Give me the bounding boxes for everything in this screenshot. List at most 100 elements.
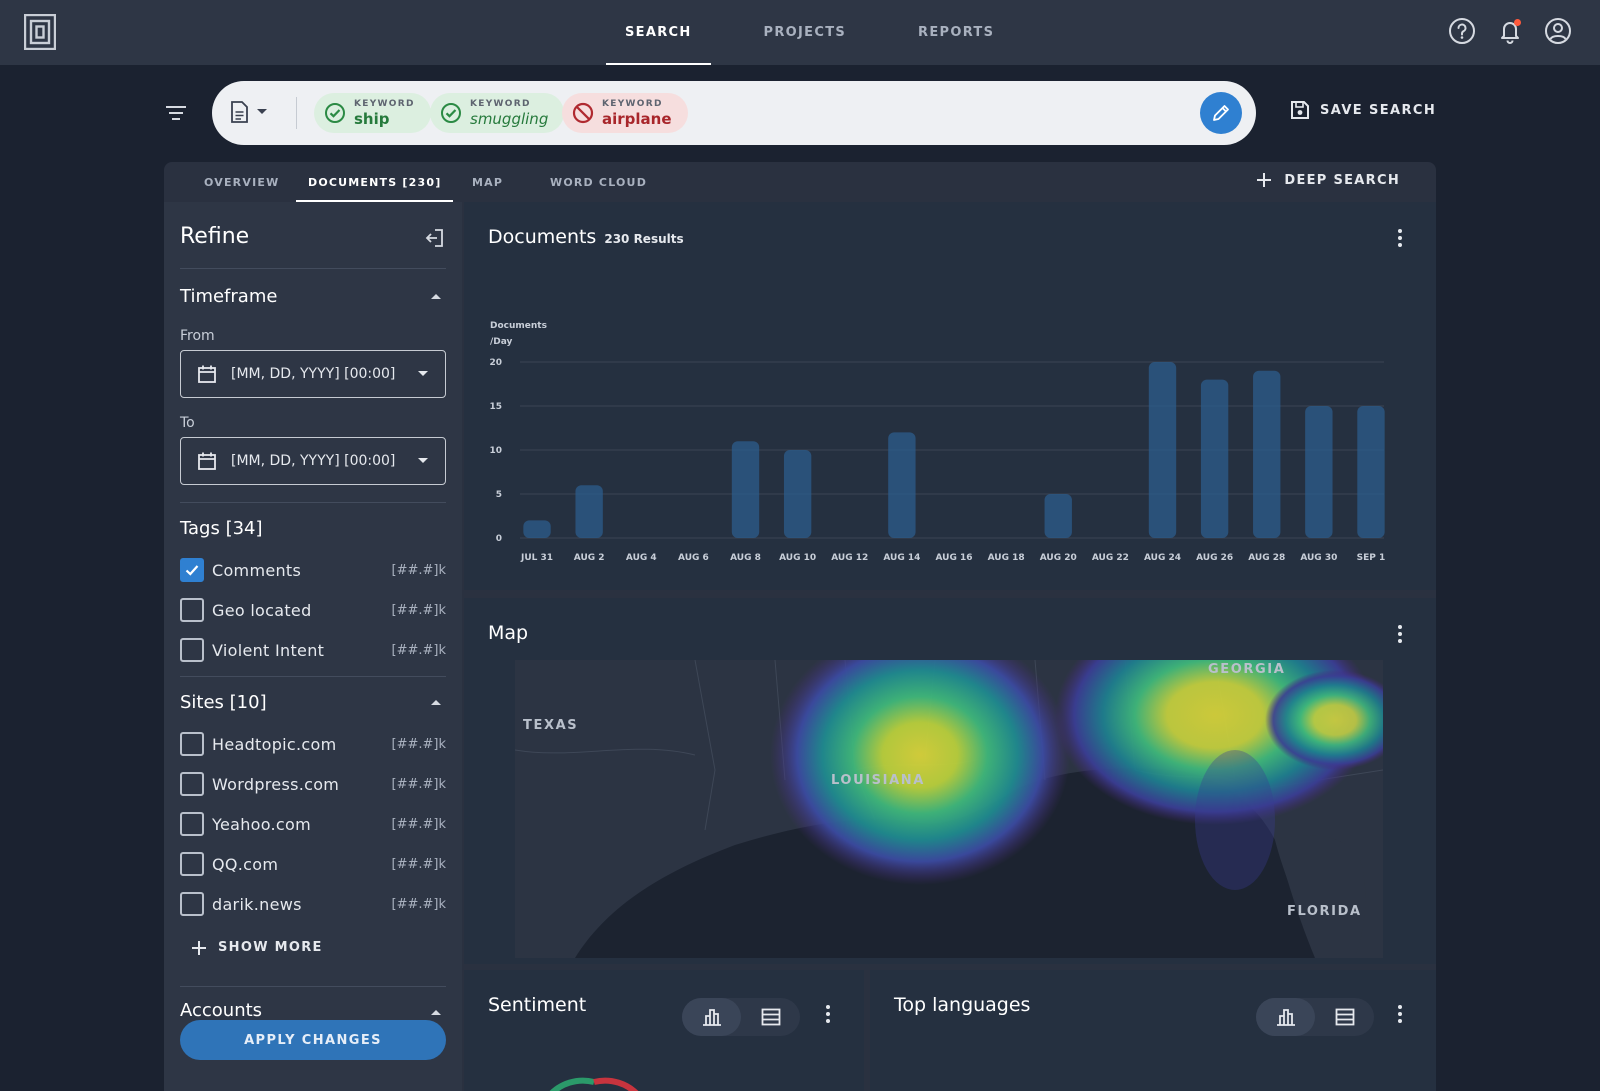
save-search-button[interactable]: SAVE SEARCH xyxy=(1290,100,1436,120)
tags-title: Tags [34] xyxy=(180,518,263,539)
site-label: Headtopic.com xyxy=(212,734,337,754)
nav-projects[interactable]: PROJECTS xyxy=(763,25,847,40)
tag-label: Comments xyxy=(212,560,302,580)
tag-comments[interactable]: Comments [##.#]k xyxy=(180,556,446,584)
divider xyxy=(180,268,446,269)
site-darik-news[interactable]: darik.news [##.#]k xyxy=(180,890,446,918)
tab-word-cloud[interactable]: WORD CLOUD xyxy=(550,175,648,189)
checkbox[interactable] xyxy=(180,638,204,662)
checkbox[interactable] xyxy=(180,732,204,756)
checkbox[interactable] xyxy=(180,598,204,622)
collapse-sidebar-icon[interactable] xyxy=(424,228,444,248)
top-languages-card: Top languages xyxy=(870,970,1436,1091)
from-date-field[interactable]: [MM, DD, YYYY] [00:00] xyxy=(180,350,446,398)
to-date-field[interactable]: [MM, DD, YYYY] [00:00] xyxy=(180,437,446,485)
app-logo-icon[interactable] xyxy=(24,14,56,50)
chart-xtick-label: JUL 31 xyxy=(520,553,553,563)
document-icon xyxy=(231,101,248,123)
keyword-chip-airplane[interactable]: KEYWORD airplane xyxy=(562,93,688,133)
divider xyxy=(296,97,297,129)
top-icons xyxy=(1448,17,1572,45)
caret-up-icon[interactable] xyxy=(430,698,442,706)
chart-ytick-label: 5 xyxy=(496,490,502,500)
bell-icon[interactable] xyxy=(1496,17,1524,45)
site-headtopic[interactable]: Headtopic.com [##.#]k xyxy=(180,730,446,758)
chart-bar-aug-14[interactable] xyxy=(888,432,916,538)
top-languages-title: Top languages xyxy=(894,994,1031,1016)
filter-icon[interactable] xyxy=(166,103,186,123)
tab-map[interactable]: MAP xyxy=(472,175,504,189)
tab-documents[interactable]: DOCUMENTS [230] xyxy=(296,162,454,202)
more-options-icon[interactable] xyxy=(1396,228,1404,248)
chart-xtick-label: SEP 1 xyxy=(1357,553,1386,563)
map-label-texas: TEXAS xyxy=(523,718,579,733)
chart-xtick-label: AUG 18 xyxy=(988,553,1025,563)
tag-geo-located[interactable]: Geo located [##.#]k xyxy=(180,596,446,624)
edit-search-button[interactable] xyxy=(1200,92,1242,134)
table-icon xyxy=(761,1008,780,1026)
account-icon[interactable] xyxy=(1544,17,1572,45)
search-bar[interactable]: KEYWORD ship KEYWORD smuggling KEYWORD a… xyxy=(212,81,1256,145)
results-tabs: OVERVIEW DOCUMENTS [230] MAP WORD CLOUD … xyxy=(164,162,1436,202)
keyword-chip-ship[interactable]: KEYWORD ship xyxy=(314,93,431,133)
tag-violent-intent[interactable]: Violent Intent [##.#]k xyxy=(180,636,446,664)
bar-chart-view-button[interactable] xyxy=(1256,998,1315,1036)
checkbox[interactable] xyxy=(180,558,204,582)
chevron-down-icon xyxy=(418,371,428,376)
deep-search-button[interactable]: DEEP SEARCH xyxy=(1256,172,1400,188)
sentiment-card: Sentiment xyxy=(464,970,864,1091)
map-label-georgia: GEORGIA xyxy=(1208,662,1286,677)
checkbox[interactable] xyxy=(180,892,204,916)
chart-ytick-label: 15 xyxy=(489,402,502,412)
map-label-florida: FLORIDA xyxy=(1287,904,1362,919)
tag-count: [##.#]k xyxy=(391,642,446,658)
map-card: Map xyxy=(464,598,1436,964)
deep-search-label: DEEP SEARCH xyxy=(1284,172,1400,188)
nav-reports[interactable]: REPORTS xyxy=(918,25,995,40)
site-wordpress[interactable]: Wordpress.com [##.#]k xyxy=(180,770,446,798)
chart-ytick-label: 20 xyxy=(489,358,502,368)
chart-bar-aug-2[interactable] xyxy=(575,485,603,538)
bar-chart-view-button[interactable] xyxy=(682,998,741,1036)
chart-xtick-label: AUG 16 xyxy=(935,553,972,563)
chart-bar-aug-26[interactable] xyxy=(1200,379,1229,538)
checkbox[interactable] xyxy=(180,812,204,836)
document-type-select[interactable] xyxy=(230,101,268,123)
apply-changes-button[interactable]: APPLY CHANGES xyxy=(180,1020,446,1060)
site-count: [##.#]k xyxy=(391,816,446,832)
more-options-icon[interactable] xyxy=(1396,1004,1404,1024)
checkbox[interactable] xyxy=(180,772,204,796)
site-label: darik.news xyxy=(212,894,302,914)
caret-up-icon[interactable] xyxy=(430,292,442,300)
keyword-chip-smuggling[interactable]: KEYWORD smuggling xyxy=(430,93,565,133)
chart-bar-sep-1[interactable] xyxy=(1357,406,1385,538)
chart-bar-aug-30[interactable] xyxy=(1305,406,1333,538)
chart-bar-aug-10[interactable] xyxy=(783,450,812,538)
chart-ytick-label: 0 xyxy=(496,534,502,544)
chart-bar-aug-20[interactable] xyxy=(1044,494,1072,538)
table-view-button[interactable] xyxy=(741,998,800,1036)
more-options-icon[interactable] xyxy=(824,1004,832,1024)
chart-bar-jul-31[interactable] xyxy=(523,520,551,538)
nav-search[interactable]: SEARCH xyxy=(606,0,711,65)
tab-overview[interactable]: OVERVIEW xyxy=(204,175,280,189)
refine-title: Refine xyxy=(180,224,250,249)
map-label-louisiana: LOUISIANA xyxy=(831,773,925,788)
chart-xtick-label: AUG 14 xyxy=(883,553,920,563)
checkbox[interactable] xyxy=(180,852,204,876)
chart-xtick-label: AUG 26 xyxy=(1196,553,1233,563)
site-label: Wordpress.com xyxy=(212,774,340,794)
show-more-button[interactable]: SHOW MORE xyxy=(192,940,323,955)
chart-bar-aug-24[interactable] xyxy=(1148,362,1177,538)
chart-ylabel-line1: Documents xyxy=(490,321,547,331)
help-icon[interactable] xyxy=(1448,17,1476,45)
heatmap-map[interactable]: TEXAS LOUISIANA GEORGIA FLORIDA xyxy=(515,660,1383,958)
table-view-button[interactable] xyxy=(1315,998,1374,1036)
site-qq[interactable]: QQ.com [##.#]k xyxy=(180,850,446,878)
chart-bar-aug-8[interactable] xyxy=(731,441,760,538)
more-options-icon[interactable] xyxy=(1396,624,1404,644)
caret-up-icon[interactable] xyxy=(430,1008,442,1016)
site-yeahoo[interactable]: Yeahoo.com [##.#]k xyxy=(180,810,446,838)
top-bar: SEARCH PROJECTS REPORTS xyxy=(0,0,1600,65)
chart-bar-aug-28[interactable] xyxy=(1253,370,1281,538)
